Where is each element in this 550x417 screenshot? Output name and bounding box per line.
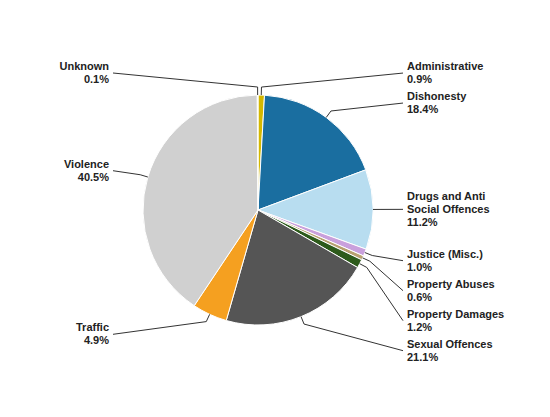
category-label-line: Dishonesty (407, 90, 467, 102)
value-label: 1.0% (407, 261, 432, 273)
chart-svg: Administrative0.9% Dishonesty18.4% Drugs a… (0, 0, 550, 417)
category-label-line: Justice (Misc.) (407, 248, 483, 260)
category-label-line: Social Offences (407, 203, 490, 215)
category-label: Property Damages (407, 308, 504, 320)
value-label: 18.4% (407, 103, 438, 115)
pie-wedge (143, 95, 258, 306)
value-label: 4.9% (84, 334, 109, 346)
category-label-line: Traffic (76, 321, 109, 333)
category-label: Drugs and AntiSocial Offences (407, 190, 490, 215)
leader-line (113, 314, 210, 334)
category-label: Sexual Offences (407, 338, 493, 350)
leader-line (326, 103, 403, 117)
value-label: 21.1% (407, 351, 438, 363)
category-label-line: Drugs and Anti (407, 190, 485, 202)
leader-lines (113, 73, 403, 351)
value-label: 0.1% (84, 73, 109, 85)
leader-line (363, 258, 403, 291)
labels: Administrative0.9% Dishonesty18.4% Drugs a… (60, 60, 505, 363)
leader-line (373, 209, 403, 210)
value-label: 0.6% (407, 291, 432, 303)
category-label: Unknown (60, 60, 110, 72)
category-label-line: Unknown (60, 60, 110, 72)
value-label: 1.2% (407, 321, 432, 333)
leader-line (365, 253, 403, 261)
category-label-line: Sexual Offences (407, 338, 493, 350)
category-label-line: Property Damages (407, 308, 504, 320)
pie-wedges (143, 95, 373, 325)
leader-line (261, 73, 403, 95)
value-label: 0.9% (407, 73, 432, 85)
value-label: 11.2% (407, 216, 438, 228)
pie-wedge (257, 95, 259, 210)
category-label: Justice (Misc.) (407, 248, 483, 260)
leader-line (360, 264, 403, 321)
category-label: Property Abuses (407, 278, 495, 290)
value-label: 40.5% (78, 171, 109, 183)
category-label-line: Violence (64, 158, 109, 170)
category-label: Dishonesty (407, 90, 467, 102)
leader-line (113, 171, 148, 177)
category-label-line: Property Abuses (407, 278, 495, 290)
category-label: Traffic (76, 321, 109, 333)
category-label: Administrative (407, 60, 483, 72)
category-label-line: Administrative (407, 60, 483, 72)
chart-container: Administrative0.9% Dishonesty18.4% Drugs a… (0, 0, 550, 417)
leader-line (113, 73, 258, 95)
category-label: Violence (64, 158, 109, 170)
leader-line (301, 317, 403, 351)
